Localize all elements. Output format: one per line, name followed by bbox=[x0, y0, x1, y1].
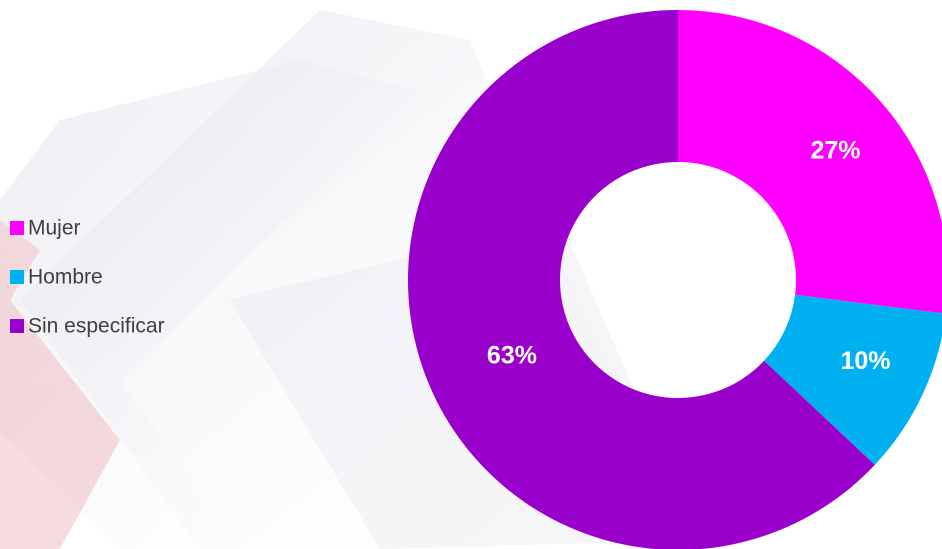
legend-swatch bbox=[10, 319, 24, 333]
legend-swatch bbox=[10, 221, 24, 235]
legend: Mujer Hombre Sin especificar bbox=[10, 217, 165, 338]
donut-slice bbox=[408, 10, 875, 549]
donut-slice bbox=[764, 294, 942, 465]
donut: 27% 10% 63% bbox=[408, 10, 942, 549]
donut-slice bbox=[678, 10, 942, 314]
value-label: 27% bbox=[810, 136, 860, 164]
legend-swatch bbox=[10, 270, 24, 284]
value-label: 63% bbox=[487, 342, 537, 370]
value-label: 10% bbox=[841, 347, 891, 375]
legend-label: Mujer bbox=[28, 217, 81, 240]
legend-label: Sin especificar bbox=[28, 315, 165, 338]
legend-label: Hombre bbox=[28, 266, 103, 289]
